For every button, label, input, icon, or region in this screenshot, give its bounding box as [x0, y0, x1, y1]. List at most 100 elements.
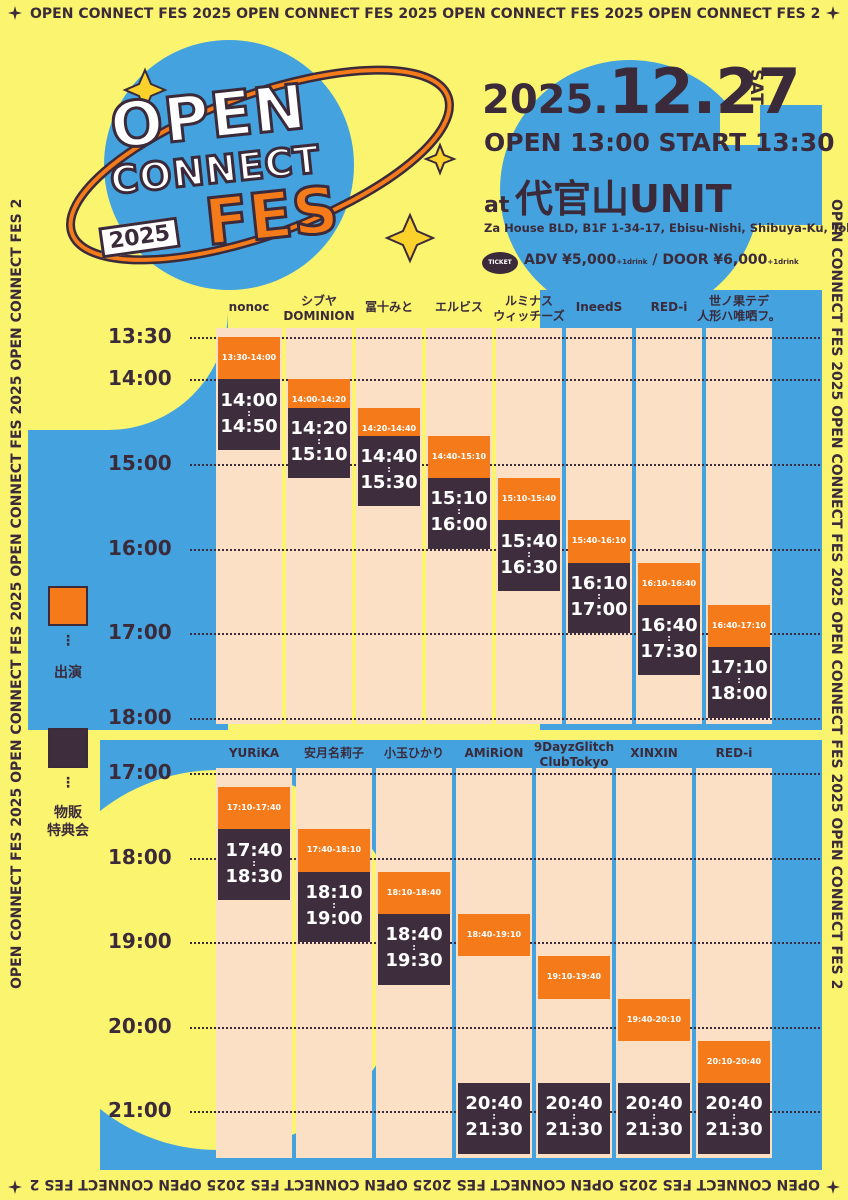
- merch-slot-times: 14:00:14:50: [218, 389, 280, 437]
- time-label: 20:00: [108, 1013, 172, 1038]
- time-gridline: [190, 633, 820, 636]
- merch-end: 18:00: [710, 683, 768, 705]
- bg-blue-circle-header: [500, 60, 760, 320]
- merch-start: 18:40: [385, 924, 443, 946]
- merch-separator: :: [412, 943, 416, 954]
- merch-separator: :: [492, 1112, 496, 1123]
- time-label: 13:30: [108, 324, 172, 348]
- merch-start: 14:40: [360, 445, 418, 467]
- merch-slot-times: 16:10:17:00: [568, 572, 630, 620]
- performance-slot: 14:40-15:10: [428, 435, 490, 478]
- merch-start: 16:40: [640, 615, 698, 637]
- artist-name: ルミナス ウィッチーズ: [493, 294, 565, 323]
- time-label: 16:00: [108, 535, 172, 560]
- merch-slot: 18:10:19:00: [298, 871, 370, 943]
- merch-start: 18:10: [305, 881, 363, 903]
- merch-separator: :: [667, 634, 671, 645]
- artist-name: 世ノ果テデ 人形ハ唯哂フ。: [697, 294, 781, 323]
- frame-text-left: OPEN CONNECT FES 2025 OPEN CONNECT FES 2…: [9, 199, 25, 989]
- merch-start: 16:10: [570, 572, 628, 594]
- time-gridline: [190, 717, 820, 720]
- merch-start: 20:40: [545, 1093, 603, 1115]
- legend-perform-swatch: [48, 586, 88, 626]
- merch-slot: 17:40:18:30: [218, 829, 290, 900]
- date-day-of-week: SAT: [745, 69, 766, 105]
- merch-separator: :: [252, 858, 256, 869]
- artist-name: RED-i: [715, 746, 753, 760]
- star-icon: [8, 1180, 22, 1194]
- time-gridline: [190, 337, 820, 339]
- merch-slot: 15:40:16:30: [498, 520, 560, 591]
- star-icon: [826, 1180, 840, 1194]
- performance-slot: 17:40-18:10: [298, 829, 370, 872]
- merch-end: 21:30: [465, 1119, 523, 1141]
- merch-end: 16:30: [500, 556, 558, 578]
- merch-slot-times: 18:40:19:30: [378, 925, 450, 971]
- merch-end: 19:00: [305, 907, 363, 929]
- performance-slot: 15:40-16:10: [568, 520, 630, 563]
- merch-end: 21:30: [545, 1119, 603, 1141]
- merch-slot: 14:40:15:30: [358, 435, 420, 507]
- artist-name: RED-i: [650, 300, 688, 314]
- performance-slot: 19:10-19:40: [538, 956, 610, 999]
- star-icon: [826, 6, 840, 20]
- merch-separator: :: [457, 507, 461, 518]
- merch-slot-times: 14:20:15:10: [288, 418, 350, 465]
- merch-slot-times: 20:40:21:30: [538, 1094, 610, 1140]
- bg-yellow-patch-header: [720, 105, 760, 145]
- venue-at: at: [484, 193, 510, 218]
- merch-end: 14:50: [220, 415, 278, 437]
- merch-slot: 20:40:21:30: [618, 1083, 690, 1154]
- merch-end: 19:30: [385, 950, 443, 972]
- time-gridline: [190, 1026, 820, 1029]
- time-gridline: [190, 463, 820, 466]
- merch-slot-times: 17:40:18:30: [218, 840, 290, 887]
- timetable-column: [356, 328, 422, 724]
- merch-slot: 20:40:21:30: [538, 1083, 610, 1154]
- legend-merch-label: 物販 特典会: [47, 805, 89, 839]
- merch-slot-times: 20:40:21:30: [618, 1094, 690, 1140]
- merch-slot-times: 20:40:21:30: [458, 1094, 530, 1140]
- artist-name: 冨十みと: [364, 300, 413, 314]
- date-month-day: 12.27: [608, 55, 801, 128]
- frame-text-top: OPEN CONNECT FES 2025 OPEN CONNECT FES 2…: [30, 6, 820, 22]
- time-label: 17:00: [108, 620, 172, 645]
- time-gridline: [190, 773, 820, 775]
- artist-name: nonoc: [228, 300, 270, 314]
- merch-end: 17:00: [570, 598, 628, 620]
- artist-name: エルビス: [434, 300, 483, 314]
- merch-slot: 20:40:21:30: [458, 1083, 530, 1154]
- time-label: 21:00: [108, 1098, 172, 1123]
- merch-start: 14:00: [220, 389, 278, 411]
- merch-slot: 15:10:16:00: [428, 478, 490, 549]
- merch-separator: :: [732, 1112, 736, 1123]
- merch-slot: 16:40:17:30: [638, 604, 700, 676]
- time-gridline: [190, 857, 820, 860]
- time-label: 19:00: [108, 929, 172, 954]
- merch-slot-times: 17:10:18:00: [708, 658, 770, 704]
- merch-slot: 20:40:21:30: [698, 1083, 770, 1154]
- merch-slot-times: 14:40:15:30: [358, 445, 420, 493]
- performance-slot: 15:10-15:40: [498, 478, 560, 521]
- adv-price: ADV ¥5,000: [524, 252, 617, 268]
- merch-start: 15:40: [500, 530, 558, 552]
- time-label: 18:00: [108, 704, 172, 729]
- performance-slot: 16:40-17:10: [708, 604, 770, 648]
- merch-end: 21:30: [625, 1119, 683, 1141]
- merch-end: 15:30: [360, 471, 418, 493]
- legend-dots: ⋮: [61, 775, 75, 791]
- merch-slot-times: 18:10:19:00: [298, 881, 370, 929]
- merch-slot: 14:20:15:10: [288, 407, 350, 478]
- artist-name: AMiRiON: [464, 746, 524, 760]
- merch-separator: :: [737, 676, 741, 687]
- artist-name: シブヤ DOMINION: [283, 294, 355, 323]
- performance-slot: 18:10-18:40: [378, 871, 450, 914]
- performance-slot: 20:10-20:40: [698, 1040, 770, 1084]
- event-venue: at 代官山UNIT: [484, 168, 732, 223]
- logo-ring-icon: [66, 65, 457, 265]
- merch-separator: :: [247, 408, 251, 419]
- performance-slot: 18:40-19:10: [458, 914, 530, 957]
- merch-end: 15:10: [290, 443, 348, 465]
- merch-end: 16:00: [430, 514, 488, 536]
